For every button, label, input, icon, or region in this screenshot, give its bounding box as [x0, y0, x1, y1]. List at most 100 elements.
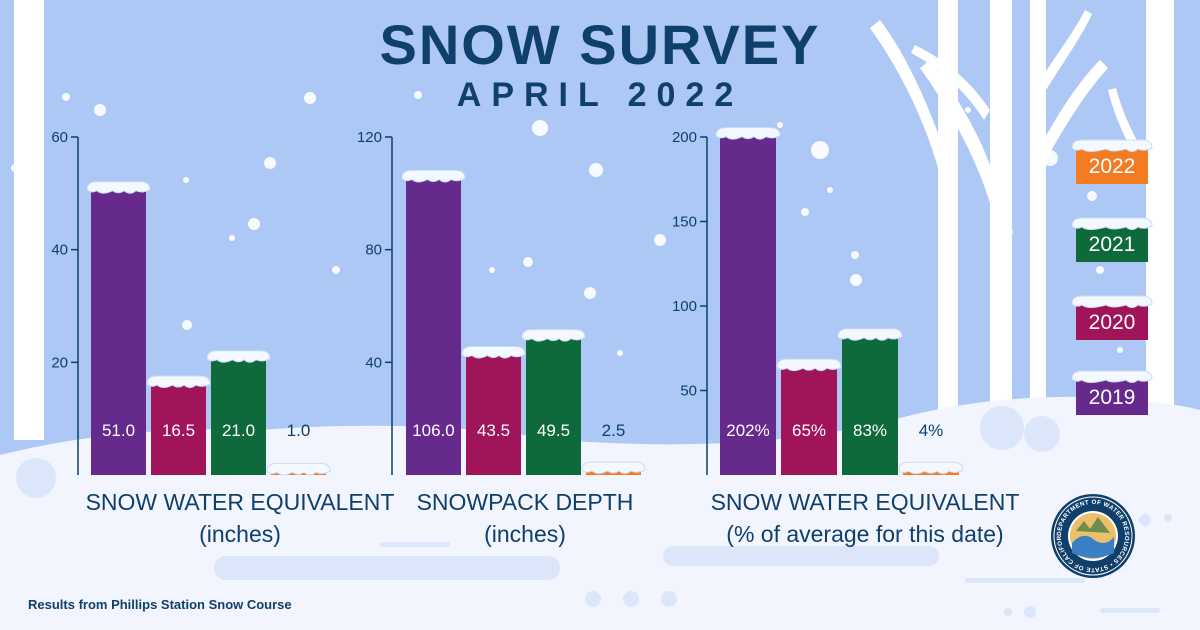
- y-tick-label: 120: [357, 129, 382, 146]
- snowflake: [489, 267, 495, 273]
- snowflake: [332, 266, 340, 274]
- bar-value-label: 202%: [726, 421, 769, 440]
- panel-1-label-line1: SNOW WATER EQUIVALENT: [85, 489, 395, 515]
- bar-2019: [720, 133, 776, 475]
- legend-swatch: [1076, 224, 1148, 262]
- snowflake: [811, 141, 829, 159]
- y-tick-label: 40: [365, 354, 382, 371]
- bar-2020: [151, 382, 206, 475]
- bar-snowcap: [837, 328, 903, 341]
- bar-2020: [466, 352, 521, 475]
- snowflake: [850, 274, 862, 286]
- y-tick-label: 50: [680, 383, 697, 400]
- bar-value-label: 16.5: [162, 421, 195, 440]
- snowflake: [94, 104, 106, 116]
- legend-swatch: [1076, 146, 1148, 184]
- page-title: SNOW SURVEY: [379, 13, 821, 76]
- bar-snowcap: [1071, 217, 1153, 230]
- snowflake: [801, 208, 809, 216]
- legend: 2022 2021 2020 2019: [1071, 139, 1153, 415]
- snowflake: [264, 157, 276, 169]
- snowflake: [414, 91, 422, 99]
- chart-panel-1: 20 40 60 51.0 16.5 21.0 1.0: [51, 129, 331, 476]
- snowflake: [1087, 191, 1097, 201]
- bar-2021: [842, 334, 898, 475]
- bar-value-label: 43.5: [477, 421, 510, 440]
- snow-dot: [623, 591, 639, 607]
- tree-trunk: [14, 0, 44, 440]
- legend-label: 2022: [1089, 155, 1136, 178]
- charts: 20 40 60 51.0 16.5 21.0 1.0 40 80 120 106.0 43.5 49.…: [51, 127, 964, 476]
- legend-label: 2021: [1089, 233, 1136, 256]
- legend-swatch: [1076, 377, 1148, 415]
- bar-snowcap: [898, 461, 964, 475]
- snow-dot: [1004, 608, 1012, 616]
- bar-2021: [211, 356, 266, 475]
- bar-value-label: 49.5: [537, 421, 570, 440]
- snowflake: [1096, 266, 1104, 274]
- snowflake: [617, 350, 623, 356]
- legend-label: 2019: [1089, 386, 1136, 409]
- birch-trees: [14, 0, 1174, 440]
- bar-value-label: 2.5: [602, 421, 626, 440]
- snowflake: [182, 320, 192, 330]
- bar-2021: [526, 335, 581, 475]
- snowflake: [248, 218, 260, 230]
- snow-dot: [1024, 606, 1036, 618]
- bar-snowcap: [86, 181, 151, 194]
- bar-snowcap: [1071, 139, 1153, 152]
- bar-value-label: 65%: [792, 421, 826, 440]
- y-tick-label: 60: [51, 129, 68, 146]
- snowflake: [584, 287, 596, 299]
- snow-drift: [380, 542, 450, 547]
- panel-3-label-line1: SNOW WATER EQUIVALENT: [710, 489, 1020, 515]
- bar-snowcap: [581, 461, 646, 474]
- bar-value-label: 4%: [919, 421, 944, 440]
- legend-item-2022: 2022: [1071, 139, 1153, 184]
- y-tick-label: 150: [672, 214, 697, 231]
- bar-snowcap: [461, 345, 526, 359]
- panel-3-label: SNOW WATER EQUIVALENT (% of average for …: [655, 486, 1075, 550]
- snowflake: [827, 187, 833, 193]
- legend-swatch: [1076, 302, 1148, 340]
- snow-drift: [965, 578, 1085, 583]
- snow-dot: [1164, 514, 1172, 522]
- snowflake: [532, 120, 548, 136]
- snow-drift: [214, 556, 560, 580]
- bar-snowcap: [401, 169, 466, 183]
- y-tick-label: 100: [672, 298, 697, 315]
- panel-2-label: SNOWPACK DEPTH (inches): [365, 486, 685, 550]
- tree-branch: [870, 20, 948, 175]
- snow-dot: [661, 591, 677, 607]
- bar-value-label: 83%: [853, 421, 887, 440]
- tree-branch: [911, 45, 990, 120]
- bar-snowcap: [1071, 370, 1153, 383]
- y-tick-label: 80: [365, 242, 382, 259]
- bar-snowcap: [266, 462, 331, 476]
- bar-snowcap: [715, 127, 781, 140]
- bar-value-label: 106.0: [412, 421, 455, 440]
- snow-drift: [663, 546, 939, 566]
- panel-2-label-line2: (inches): [484, 521, 566, 547]
- bar-snowcap: [776, 358, 842, 372]
- snowflake: [589, 163, 603, 177]
- snowflake: [1117, 347, 1123, 353]
- snow-mound: [16, 458, 56, 498]
- bar-value-label: 1.0: [287, 421, 311, 440]
- snow-ground-decor: [16, 406, 1172, 618]
- tree-branch: [1038, 60, 1108, 160]
- tree-branch: [1040, 10, 1092, 90]
- legend-item-2021: 2021: [1071, 217, 1153, 262]
- snowflake: [304, 92, 316, 104]
- bar-2019: [91, 187, 146, 475]
- snowflake: [965, 107, 971, 113]
- bar-snowcap: [1071, 295, 1153, 308]
- snowflake: [523, 257, 533, 267]
- panel-2-label-line1: SNOWPACK DEPTH: [416, 489, 634, 515]
- tree-trunk: [1146, 0, 1174, 425]
- dwr-seal-logo: DEPARTMENT OF WATER RESOURCES • STATE OF…: [1050, 493, 1135, 578]
- snow-dot: [1139, 514, 1151, 526]
- page-subtitle: APRIL 2022: [456, 76, 744, 114]
- tree-trunk: [1030, 0, 1046, 420]
